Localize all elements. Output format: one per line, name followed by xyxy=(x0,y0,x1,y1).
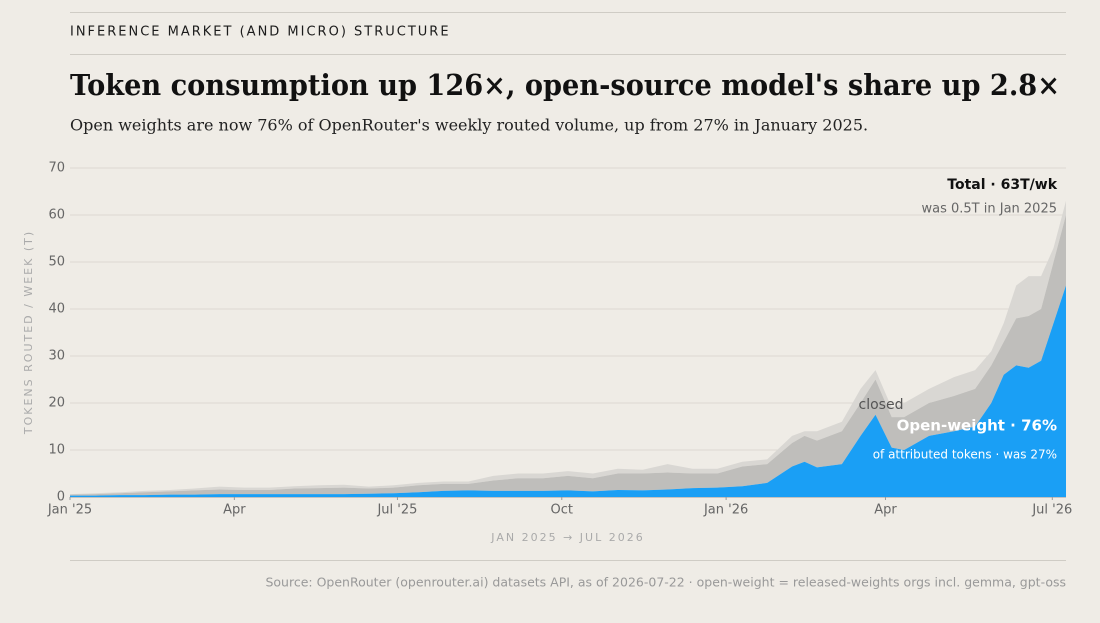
x-axis-title: JAN 2025 → JUL 2026 xyxy=(490,531,644,544)
annotation: of attributed tokens · was 27% xyxy=(873,448,1057,462)
subtitle: Open weights are now 76% of OpenRouter's… xyxy=(70,116,868,135)
annotation: Total · 63T/wk xyxy=(947,177,1057,193)
x-tick-label: Apr xyxy=(874,503,897,518)
y-tick-label: 0 xyxy=(57,490,65,505)
kicker: INFERENCE MARKET (AND MICRO) STRUCTURE xyxy=(70,25,451,40)
x-tick-label: Apr xyxy=(223,503,246,518)
x-tick-label: Jul '26 xyxy=(1031,503,1072,518)
y-tick-label: 50 xyxy=(48,255,65,270)
annotation: was 0.5T in Jan 2025 xyxy=(922,202,1058,217)
area xyxy=(70,285,1066,497)
y-tick-label: 40 xyxy=(48,302,65,317)
y-tick-label: 20 xyxy=(48,396,65,411)
y-axis-title: TOKENS ROUTED / WEEK (T) xyxy=(22,230,35,435)
y-tick-label: 60 xyxy=(48,208,65,223)
y-tick-label: 30 xyxy=(48,349,65,364)
series-label: closed xyxy=(859,397,904,413)
x-tick-label: Jan '26 xyxy=(703,503,748,518)
title: Token consumption up 126×, open-source m… xyxy=(70,68,1060,102)
y-tick-label: 70 xyxy=(48,161,65,176)
plot: 0 10 20 30 40 50 60 70 Jan '25 Apr Jul '25 Oct Jan '… xyxy=(47,161,1072,518)
x-tick-label: Jul '25 xyxy=(376,503,417,518)
source: Source: OpenRouter (openrouter.ai) datas… xyxy=(265,575,1066,590)
x-tick-label: Oct xyxy=(551,503,573,518)
x-tick-label: Jan '25 xyxy=(47,503,92,518)
series-label: Open-weight · 76% xyxy=(897,417,1057,435)
y-tick-label: 10 xyxy=(48,443,65,458)
